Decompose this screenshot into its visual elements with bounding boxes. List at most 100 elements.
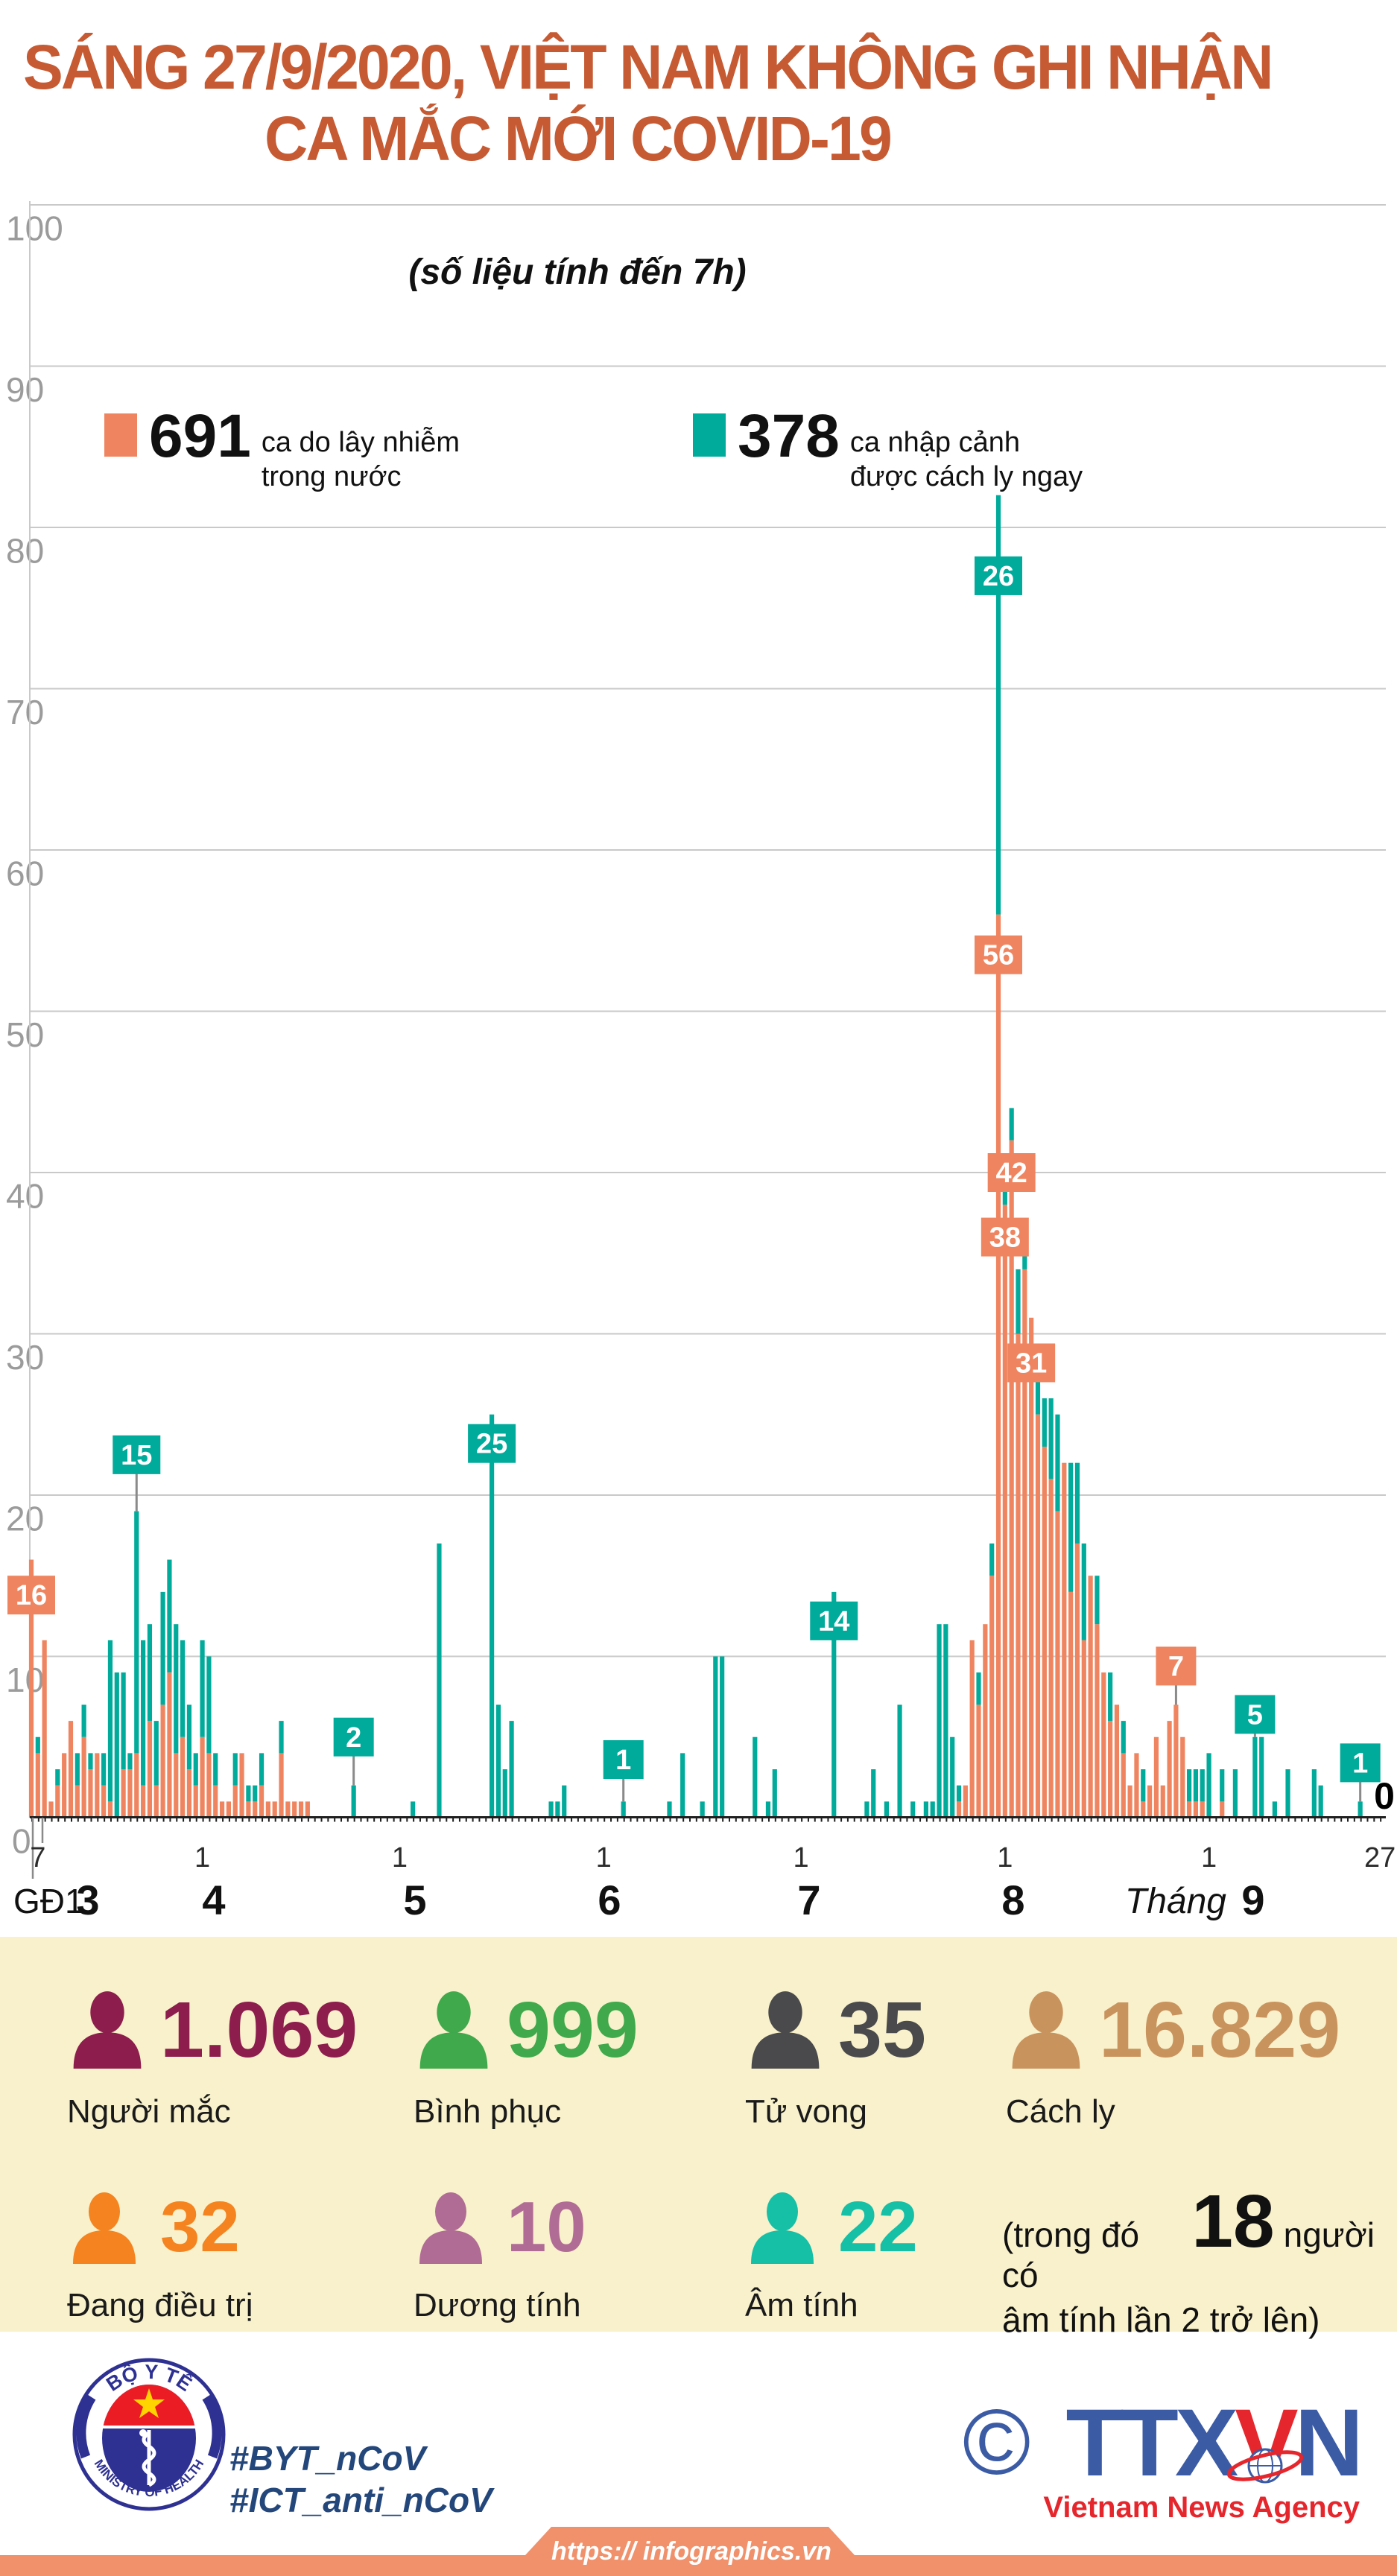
stat-value: 32: [160, 2187, 240, 2267]
value-badge: [333, 1717, 374, 1757]
bar-imported: [134, 1511, 139, 1754]
bar-imported: [667, 1801, 672, 1818]
bar-domestic: [1048, 1479, 1054, 1818]
bar-domestic: [55, 1785, 60, 1818]
bar-domestic: [989, 1576, 995, 1818]
bar-domestic: [1141, 1801, 1146, 1818]
x-tick-label: 1: [1201, 1842, 1217, 1874]
value-badge-text: 1: [615, 1745, 631, 1776]
bar-domestic: [1220, 1801, 1225, 1818]
bar-imported: [101, 1753, 107, 1786]
value-badge-text: 25: [476, 1429, 507, 1460]
value-badge: [1235, 1695, 1276, 1734]
bar-domestic: [1186, 1801, 1192, 1818]
bar-imported: [548, 1801, 554, 1818]
bar-imported: [55, 1769, 60, 1786]
stat-label: Dương tính: [414, 2287, 581, 2323]
bar-imported: [35, 1736, 40, 1754]
bar-imported: [1055, 1414, 1060, 1511]
value-badge: [1156, 1646, 1197, 1686]
bar-domestic: [298, 1801, 304, 1818]
infographics-url: https:// infographics.vn: [551, 2537, 831, 2566]
phase1-label: GĐ1: [13, 1882, 84, 1920]
bar-imported: [1186, 1769, 1192, 1802]
bar-domestic: [88, 1769, 93, 1818]
bar-domestic: [186, 1769, 192, 1818]
bar-domestic: [1173, 1704, 1179, 1818]
bar-domestic: [1009, 1140, 1014, 1818]
month-label: 6: [598, 1877, 621, 1923]
bar-domestic: [1160, 1785, 1165, 1818]
bar-imported: [1141, 1769, 1146, 1802]
bar-imported: [555, 1801, 560, 1818]
bar-imported: [160, 1591, 165, 1705]
bar-domestic: [1074, 1543, 1080, 1818]
bar-imported: [351, 1785, 356, 1818]
bar-domestic: [1002, 1205, 1007, 1818]
bar-domestic: [180, 1736, 186, 1818]
bar-domestic: [1121, 1753, 1126, 1818]
bar-domestic: [285, 1801, 291, 1818]
value-badge: [975, 935, 1023, 974]
bar-domestic: [153, 1785, 159, 1818]
bar-domestic: [305, 1801, 310, 1818]
legend-item-imported: 378 ca nhập cảnh được cách ly ngay: [693, 406, 1083, 494]
y-axis-label: 100: [6, 209, 63, 248]
stat-deaths: 35 Tử vong: [745, 1974, 926, 2130]
bar-imported: [831, 1591, 837, 1818]
stat-quarantined: 16.829 Cách ly: [1006, 1974, 1340, 2130]
bar-domestic: [259, 1785, 264, 1818]
bar-domestic: [28, 1559, 34, 1818]
bar-imported: [1259, 1736, 1264, 1818]
month-word-label: Tháng: [1125, 1882, 1226, 1921]
bar-domestic: [127, 1769, 133, 1818]
value-badge-text: 31: [1016, 1348, 1047, 1379]
stat-label: Cách ly: [1006, 2093, 1115, 2130]
bar-domestic: [62, 1753, 67, 1818]
bar-imported: [127, 1753, 133, 1770]
ttxvn-subtitle: Vietnam News Agency: [1043, 2491, 1360, 2524]
x-tick-label: 1: [194, 1842, 210, 1874]
bar-imported: [1081, 1543, 1086, 1640]
bar-domestic: [1127, 1785, 1133, 1818]
stat-total-cases: 1.069 Người mắc: [67, 1974, 358, 2130]
bar-imported: [1022, 1220, 1027, 1269]
bar-imported: [495, 1704, 501, 1818]
month-label: 9: [1241, 1877, 1264, 1923]
bar-imported: [937, 1624, 942, 1818]
value-badge: [7, 1576, 55, 1615]
stat-label: Người mắc: [67, 2093, 231, 2130]
bar-imported: [1200, 1769, 1205, 1802]
bar-imported: [700, 1801, 705, 1818]
bar-imported: [1232, 1769, 1238, 1818]
bar-imported: [956, 1785, 962, 1802]
y-axis-label: 70: [6, 693, 44, 732]
final-zero-label: 0: [1374, 1775, 1395, 1817]
bar-imported: [509, 1721, 514, 1818]
bar-domestic: [1200, 1801, 1205, 1818]
bar-domestic: [239, 1753, 244, 1818]
bar-domestic: [167, 1672, 172, 1818]
hashtag-byt: #BYT_nCoV: [229, 2439, 426, 2478]
bar-domestic: [1193, 1801, 1199, 1818]
bar-domestic: [1101, 1672, 1106, 1818]
value-badge: [468, 1424, 516, 1463]
ttxvn-logo: TTXVN Vietnam News Agency: [1039, 2396, 1363, 2525]
value-badge-text: 16: [16, 1580, 47, 1611]
bar-imported: [213, 1753, 218, 1786]
stat-label: Bình phục: [414, 2093, 562, 2130]
bar-imported: [232, 1753, 238, 1786]
stat-value: 10: [507, 2187, 586, 2267]
negative-note: (trong đó có 18 người âm tính lần 2 trở …: [1002, 2180, 1375, 2339]
bar-domestic: [279, 1753, 284, 1818]
bar-domestic: [1147, 1785, 1153, 1818]
bar-imported: [1048, 1398, 1054, 1479]
x-axis-line: [30, 1816, 1386, 1818]
stat-value: 1.069: [160, 1986, 358, 2074]
bar-imported: [923, 1801, 928, 1818]
month-label: 8: [1001, 1877, 1024, 1923]
person-icon: [419, 1991, 488, 2069]
bar-domestic: [1029, 1317, 1034, 1818]
bar-imported: [253, 1785, 258, 1802]
bar-imported: [989, 1543, 995, 1576]
